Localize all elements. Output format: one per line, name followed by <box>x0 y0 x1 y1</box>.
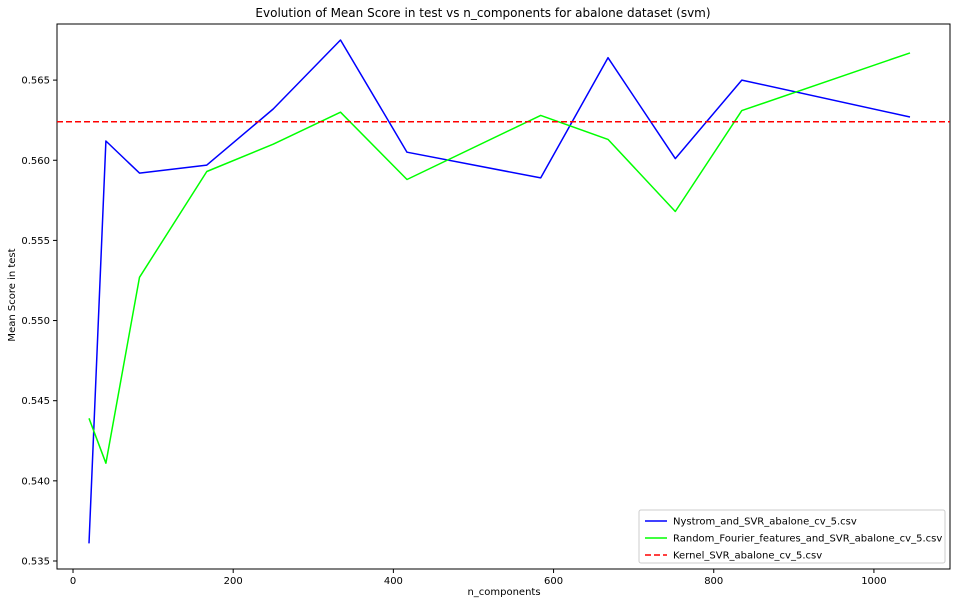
x-tick-label: 400 <box>384 576 403 587</box>
legend-label: Kernel_SVR_abalone_cv_5.csv <box>673 551 822 562</box>
x-tick-label: 800 <box>704 576 723 587</box>
series-line-random-fourier <box>88 52 911 464</box>
y-tick-label: 0.535 <box>21 556 50 567</box>
y-axis: 0.535 0.540 0.545 0.550 0.555 0.560 0.565 <box>21 76 57 567</box>
y-tick-label: 0.555 <box>21 236 50 247</box>
legend-label: Nystrom_and_SVR_abalone_cv_5.csv <box>673 517 857 528</box>
x-tick-label: 0 <box>70 576 76 587</box>
legend-label: Random_Fourier_features_and_SVR_abalone_… <box>673 534 942 545</box>
series-layer <box>57 39 950 544</box>
y-tick-label: 0.545 <box>21 396 50 407</box>
y-tick-label: 0.540 <box>21 476 50 487</box>
x-axis-title: n_components <box>467 587 540 598</box>
y-tick-label: 0.565 <box>21 76 50 87</box>
chart-title: Evolution of Mean Score in test vs n_com… <box>255 6 710 20</box>
plot-frame <box>56 23 951 570</box>
series-line-nystrom <box>88 39 911 544</box>
y-tick-label: 0.550 <box>21 316 50 327</box>
y-tick-label: 0.560 <box>21 156 50 167</box>
legend-box <box>638 509 946 564</box>
legend: Nystrom_and_SVR_abalone_cv_5.csv Random_F… <box>638 509 946 564</box>
x-tick-label: 600 <box>544 576 563 587</box>
x-tick-label: 200 <box>224 576 243 587</box>
plot-area <box>56 23 951 570</box>
y-axis-title: Mean Score in test <box>7 248 18 341</box>
x-tick-label: 1000 <box>861 576 886 587</box>
x-axis: 0 200 400 600 800 1000 <box>70 569 887 587</box>
